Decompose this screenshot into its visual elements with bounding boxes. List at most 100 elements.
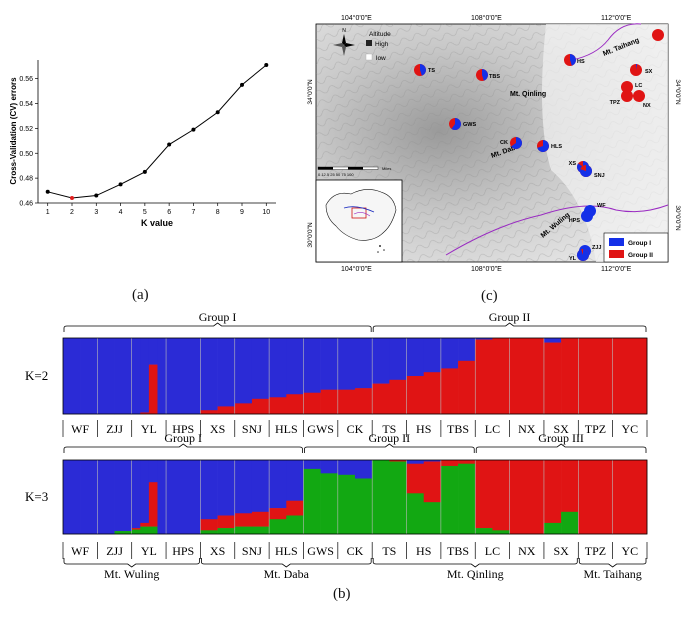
site-pie-slice	[451, 118, 462, 130]
ancestry-bar	[131, 528, 141, 530]
site-snj: SNJ	[580, 165, 605, 179]
x-tick-label: 9	[240, 209, 244, 216]
site-pie-slice	[511, 137, 522, 149]
ancestry-bar	[97, 460, 115, 535]
ancestry-bar	[337, 338, 356, 390]
panel-label-a: (a)	[132, 287, 149, 303]
population-bars	[612, 460, 648, 535]
population-label: LC	[485, 544, 500, 558]
ancestry-bar	[114, 531, 133, 535]
population-bars	[371, 338, 407, 415]
site-pie-slice	[636, 64, 638, 70]
ancestry-bar	[492, 530, 510, 535]
ancestry-bar	[355, 338, 373, 389]
ancestry-bar	[337, 474, 356, 535]
ancestry-bar	[148, 338, 158, 365]
ancestry-bar	[355, 478, 373, 535]
ancestry-bar	[475, 339, 493, 415]
ancestry-bar	[337, 389, 356, 415]
site-label: TS	[428, 68, 435, 74]
ancestry-bar	[140, 522, 150, 527]
ancestry-bar	[217, 528, 236, 535]
group-bracket: Group III	[475, 431, 647, 453]
population-bars	[406, 460, 442, 535]
ancestry-bar	[234, 403, 253, 415]
ancestry-bar	[286, 394, 304, 415]
ancestry-bar	[183, 460, 201, 535]
site-pie-slice	[537, 140, 549, 153]
ancestry-bar	[458, 460, 476, 464]
bracket-line	[201, 558, 372, 568]
cv-point	[191, 127, 196, 132]
x-tick-label: 8	[216, 209, 220, 216]
altitude-low-label: low	[376, 55, 386, 62]
population-bars	[371, 460, 407, 535]
ancestry-bar	[543, 342, 562, 415]
site-label: TPZ	[610, 100, 621, 106]
population-label: ZJJ	[106, 544, 123, 558]
ancestry-bar	[148, 482, 158, 527]
ancestry-bar	[355, 388, 373, 415]
population-label: HS	[416, 544, 431, 558]
cv-error-chart: 0.46 0.48 0.50 0.52 0.54 0.56 1 2 3 4 5 6 7 8 9 10 K v…	[9, 60, 276, 228]
panel-label-b: (b)	[333, 586, 351, 602]
population-bars	[577, 460, 613, 535]
cv-point	[264, 62, 269, 67]
ancestry-bar	[423, 502, 442, 535]
lon-bottom-2: 108°0'0"E	[471, 265, 502, 273]
site-pie-slice	[633, 90, 645, 102]
ancestry-bar	[140, 460, 150, 524]
ancestry-bar	[440, 460, 459, 467]
population-label: WF	[71, 422, 89, 436]
site-pie-slice	[570, 54, 576, 66]
row-frame	[62, 459, 648, 535]
ancestry-bar	[269, 460, 287, 509]
ancestry-bar	[131, 338, 141, 415]
site-pie-slice	[482, 69, 488, 81]
population-bars	[337, 460, 373, 535]
site-label: LC	[635, 83, 642, 89]
population-bars	[303, 460, 339, 535]
population-bars	[577, 338, 613, 415]
sampling-map: 104°0'0"E 108°0'0"E 112°0'0"E 104°0'0"E …	[306, 14, 682, 273]
ancestry-bar	[595, 338, 613, 415]
lon-top-2: 108°0'0"E	[471, 14, 502, 22]
ancestry-bar	[114, 460, 133, 532]
ancestry-bar	[269, 519, 287, 535]
ancestry-bar	[200, 519, 218, 531]
site-pie-slice	[577, 249, 589, 261]
row-frame	[62, 337, 648, 415]
structure-row-k2: K=2 Group I Group II WF ZJJ YL HPS XS SNJ HLS GWS C…	[25, 310, 648, 437]
lon-bottom-1: 104°0'0"E	[341, 265, 372, 273]
population-bars	[234, 460, 270, 535]
ancestry-bar	[440, 465, 459, 535]
ancestry-bar	[543, 460, 562, 524]
map-legend: Group I Group II	[603, 232, 669, 263]
ancestry-bar	[320, 389, 339, 415]
mountain-label: Mt. Taihang	[584, 567, 642, 581]
population-label: XS	[210, 422, 225, 436]
scale-bar: 0 12.5 25 50 75 100 Miles	[317, 166, 391, 177]
group-bracket: Group I	[63, 431, 303, 453]
group-bracket: Group II	[304, 431, 475, 453]
boundary-line-north	[571, 23, 642, 61]
ancestry-bar	[114, 338, 133, 415]
site-label: TBS	[489, 74, 500, 80]
legend-swatch-group-1	[609, 238, 624, 246]
ancestry-bar	[578, 338, 596, 415]
population-label: CK	[347, 422, 364, 436]
ancestry-bar	[406, 493, 425, 535]
x-tick-label: 3	[94, 209, 98, 216]
ancestry-bar	[140, 526, 150, 535]
ancestry-bar	[200, 410, 218, 415]
china-inset-map	[315, 179, 403, 263]
ancestry-bar	[286, 338, 304, 395]
mountain-bracket: Mt. Daba	[201, 558, 372, 581]
scale-unit: Miles	[382, 166, 391, 171]
lat-left-1: 34°0'0"N	[306, 79, 314, 105]
site-label: GWS	[463, 122, 476, 128]
population-label: TS	[382, 422, 396, 436]
row-label: K=2	[25, 368, 48, 383]
ancestry-bar	[561, 338, 579, 415]
ancestry-bar	[406, 463, 425, 494]
